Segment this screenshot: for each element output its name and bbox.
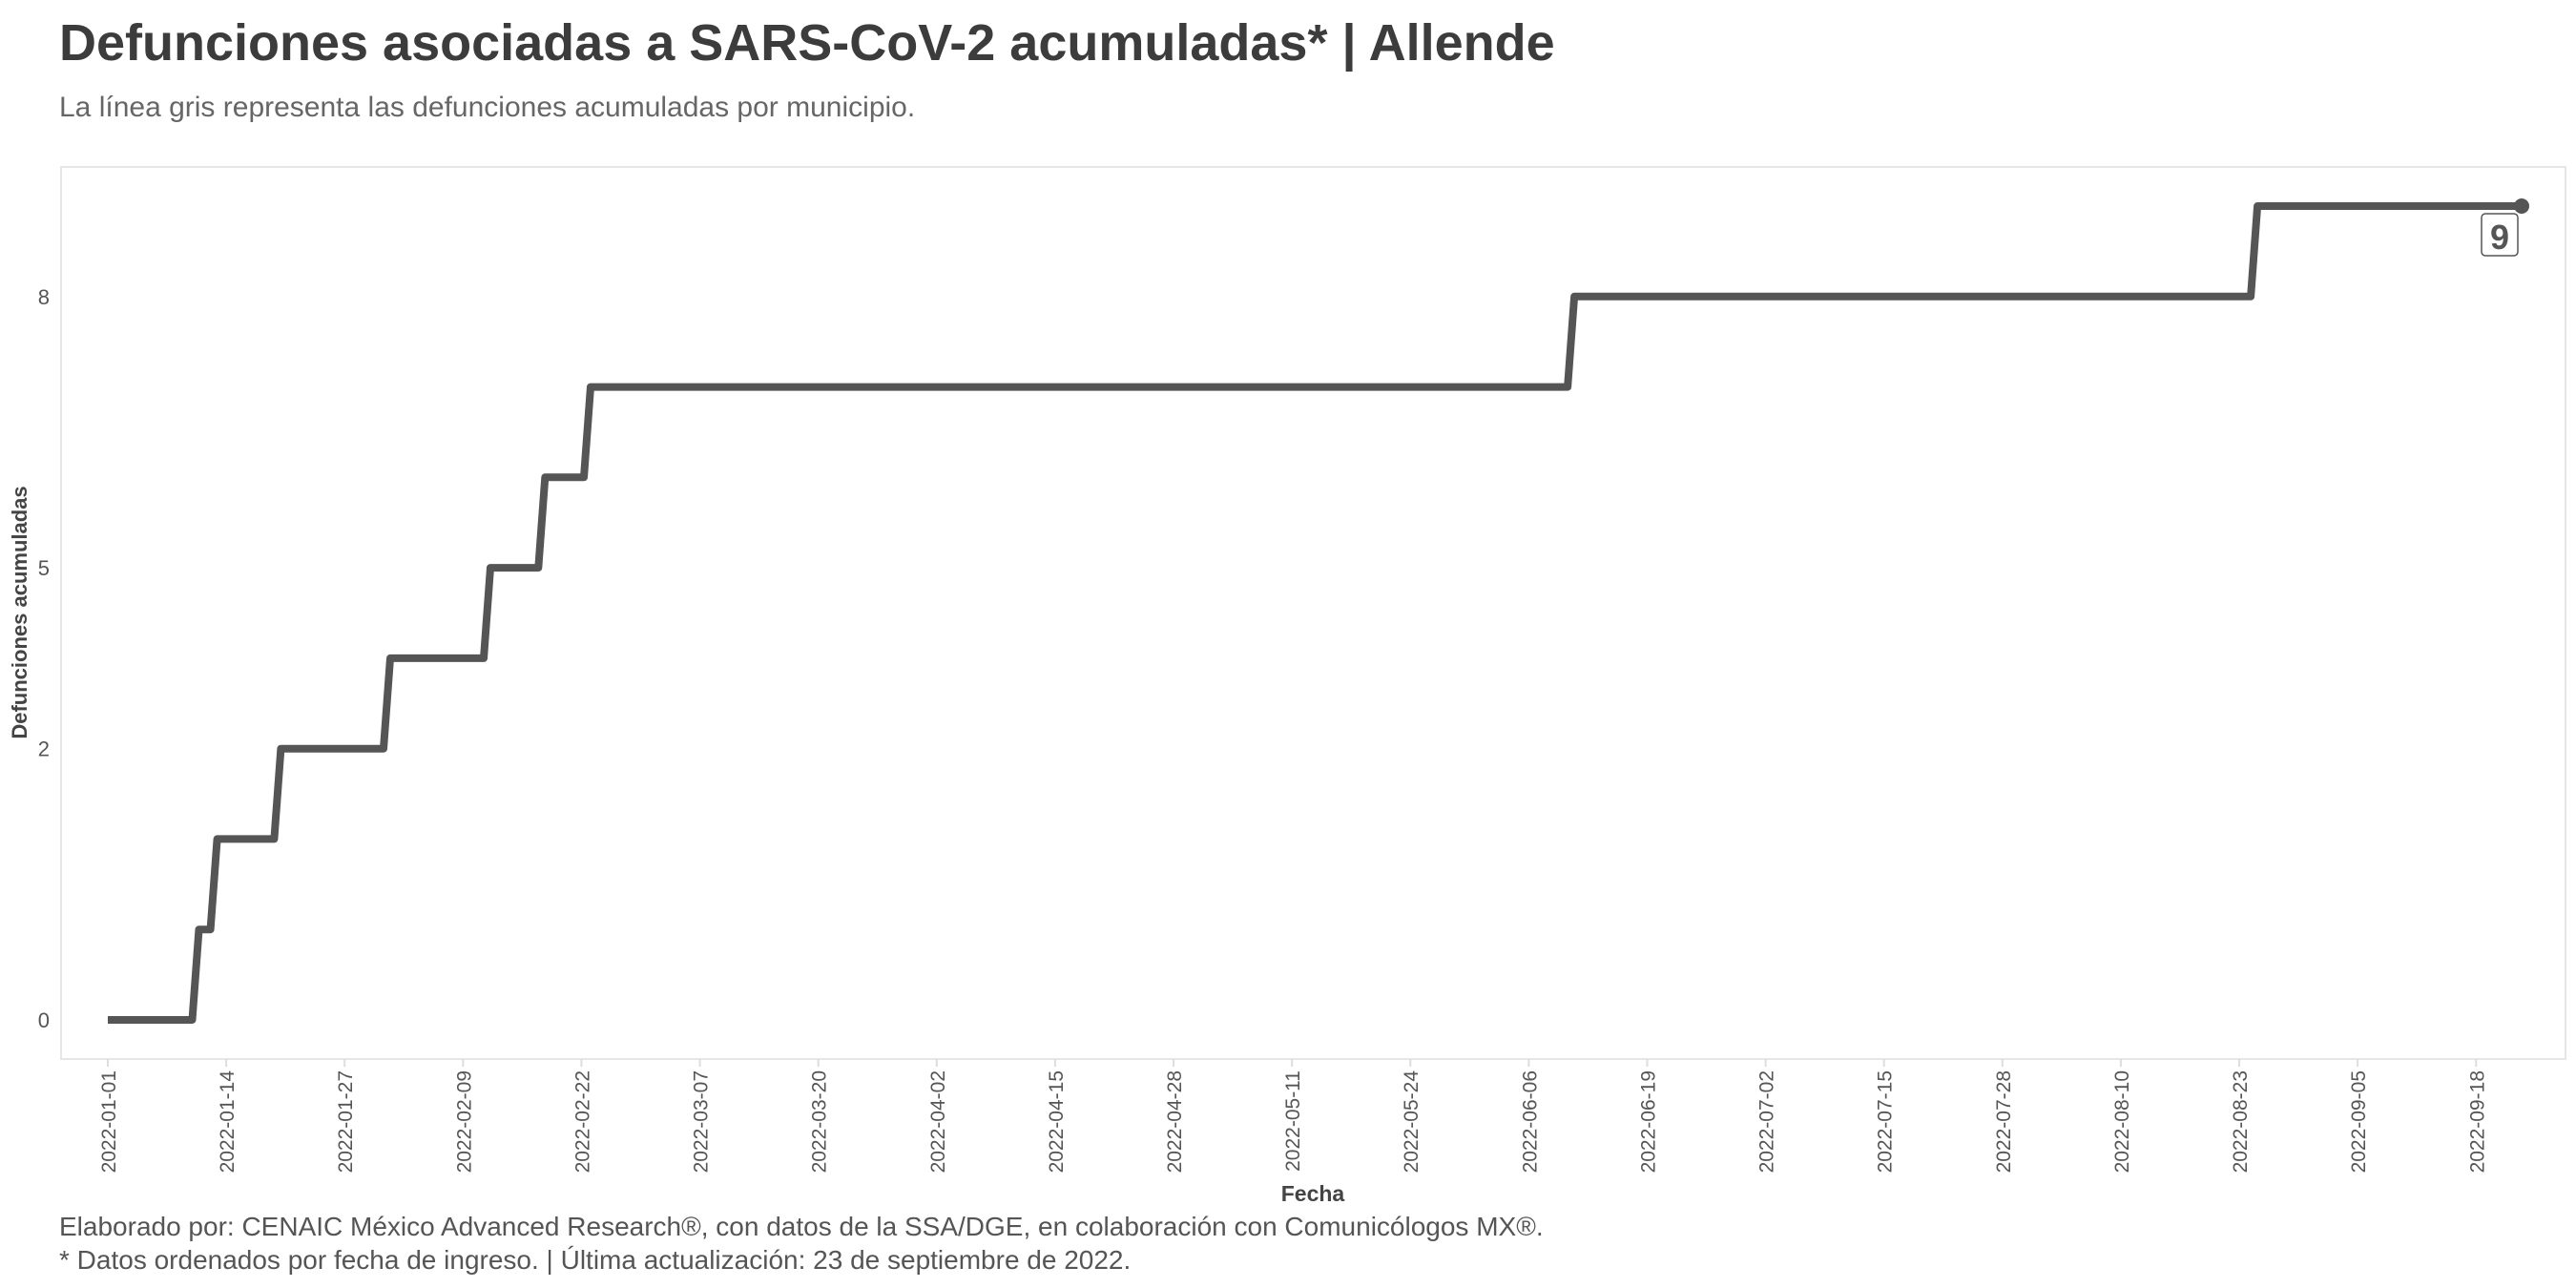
y-axis-ticks: 0 2 5 8 bbox=[38, 285, 50, 1032]
x-tick-label: 2022-04-15 bbox=[1046, 1070, 1068, 1173]
plot-panel bbox=[60, 166, 2566, 1060]
credits-line: Elaborado por: CENAIC México Advanced Re… bbox=[59, 1212, 1544, 1241]
x-axis-label: Fecha bbox=[1281, 1181, 1345, 1206]
x-tick-label: 2022-03-07 bbox=[691, 1070, 713, 1173]
end-label-box bbox=[2481, 213, 2519, 257]
x-tick-label: 2022-04-02 bbox=[927, 1070, 949, 1173]
series-line bbox=[108, 202, 2522, 1024]
x-tick-label: 2022-07-15 bbox=[1875, 1070, 1897, 1173]
x-tick-label: 2022-01-01 bbox=[98, 1070, 120, 1173]
x-tick-label: 2022-01-14 bbox=[217, 1070, 239, 1174]
x-tick-label: 2022-07-02 bbox=[1756, 1070, 1778, 1173]
x-tick-label: 2022-09-18 bbox=[2466, 1070, 2488, 1173]
y-axis-label: Defunciones acumuladas bbox=[8, 486, 31, 738]
x-tick-label: 2022-06-19 bbox=[1637, 1070, 1659, 1173]
x-tick-label: 2022-07-28 bbox=[1993, 1070, 2015, 1173]
x-axis-ticks: 2022-01-01 2022-01-14 2022-01-27 2022-02-09… bbox=[98, 1059, 2488, 1173]
y-tick-label: 2 bbox=[38, 737, 50, 761]
x-tick-label: 2022-03-20 bbox=[809, 1070, 831, 1173]
x-tick-label: 2022-05-24 bbox=[1401, 1070, 1423, 1174]
series-end-point bbox=[2514, 198, 2529, 214]
y-tick-label: 5 bbox=[38, 556, 50, 580]
x-tick-label: 2022-04-28 bbox=[1164, 1070, 1186, 1173]
x-tick-label: 2022-08-23 bbox=[2230, 1070, 2252, 1173]
y-tick-label: 0 bbox=[38, 1008, 50, 1032]
x-tick-label: 2022-02-09 bbox=[453, 1070, 475, 1173]
notes-line: * Datos ordenados por fecha de ingreso. … bbox=[59, 1245, 1132, 1275]
x-tick-label: 2022-06-06 bbox=[1519, 1070, 1541, 1173]
x-tick-label: 2022-05-11 bbox=[1282, 1070, 1304, 1172]
chart-subtitle: La línea gris representa las defunciones… bbox=[59, 92, 916, 123]
x-tick-label: 2022-08-10 bbox=[2111, 1070, 2133, 1173]
chart-title: Defunciones asociadas a SARS-CoV-2 acumu… bbox=[59, 14, 1555, 72]
x-tick-label: 2022-01-27 bbox=[335, 1070, 357, 1173]
x-tick-label: 2022-09-05 bbox=[2348, 1070, 2370, 1173]
y-tick-label: 8 bbox=[38, 285, 50, 309]
end-label: 9 bbox=[2490, 218, 2509, 257]
x-tick-label: 2022-02-22 bbox=[571, 1070, 593, 1173]
